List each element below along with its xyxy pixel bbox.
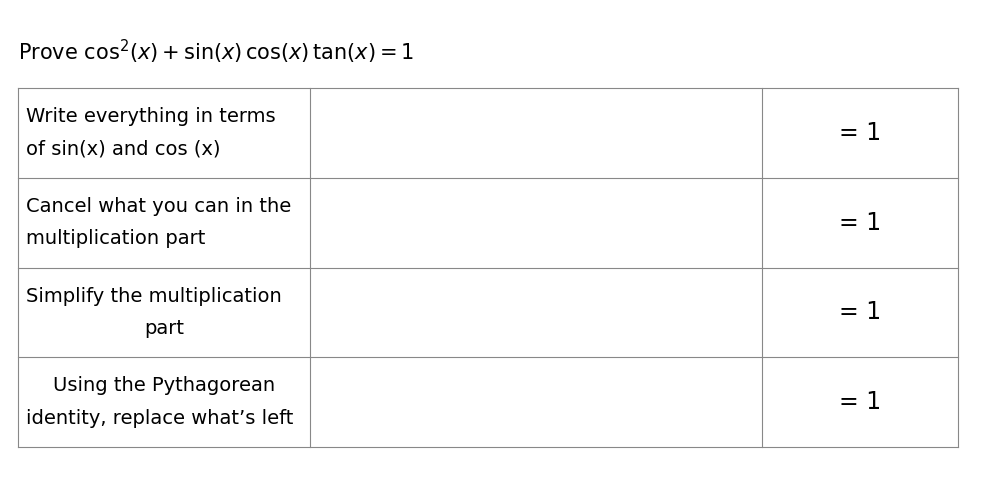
Text: Simplify the multiplication: Simplify the multiplication <box>26 287 282 306</box>
Text: = 1: = 1 <box>839 211 881 235</box>
Text: multiplication part: multiplication part <box>26 229 205 248</box>
Text: part: part <box>144 319 184 338</box>
Text: Using the Pythagorean: Using the Pythagorean <box>53 376 275 396</box>
Text: of sin(x) and cos (x): of sin(x) and cos (x) <box>26 140 221 158</box>
Text: = 1: = 1 <box>839 300 881 325</box>
Text: identity, replace what’s left: identity, replace what’s left <box>26 409 293 428</box>
Text: $\mathrm{Prove\ cos^2}(x) + \mathrm{sin}(x)\,\mathrm{cos}(x)\,\mathrm{tan}(x) = : $\mathrm{Prove\ cos^2}(x) + \mathrm{sin}… <box>18 38 414 66</box>
Text: = 1: = 1 <box>839 121 881 145</box>
Text: = 1: = 1 <box>839 390 881 414</box>
Text: Cancel what you can in the: Cancel what you can in the <box>26 197 291 216</box>
Text: Write everything in terms: Write everything in terms <box>26 107 276 126</box>
